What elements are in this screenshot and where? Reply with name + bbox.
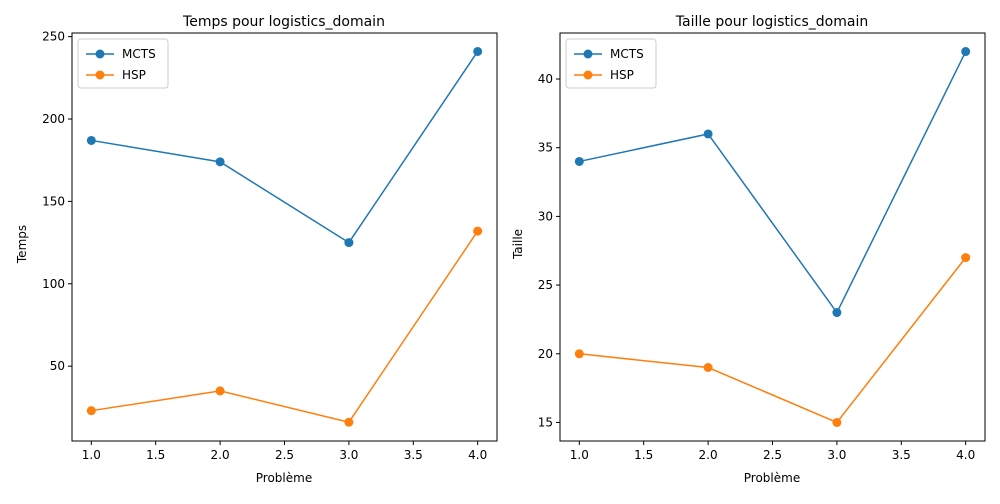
y-tick-label: 200 bbox=[42, 112, 65, 126]
data-point-hsp bbox=[86, 406, 96, 416]
legend: MCTS HSP bbox=[77, 38, 169, 89]
legend-label: MCTS bbox=[122, 47, 156, 61]
x-tick-label: 1.5 bbox=[634, 448, 653, 462]
plot-frame bbox=[559, 32, 986, 442]
series-line-hsp bbox=[91, 230, 479, 424]
chart-temps: Temps pour logistics_domain Problème Tem… bbox=[15, 14, 498, 485]
data-point-hsp bbox=[473, 226, 483, 236]
data-point-mcts bbox=[215, 157, 225, 167]
x-tick-label: 3.5 bbox=[404, 448, 423, 462]
data-point-mcts bbox=[574, 156, 584, 166]
data-point-mcts bbox=[703, 129, 713, 139]
legend-marker bbox=[583, 70, 593, 80]
plot-frame bbox=[71, 32, 498, 442]
y-axis-label: Temps bbox=[15, 225, 29, 264]
legend: MCTS HSP bbox=[565, 38, 657, 89]
data-point-mcts bbox=[832, 308, 842, 318]
data-point-mcts bbox=[961, 47, 971, 57]
data-point-hsp bbox=[961, 253, 971, 263]
chart-title: Temps pour logistics_domain bbox=[182, 14, 385, 30]
chart-taille: Taille pour logistics_domain Problème Ta… bbox=[511, 14, 986, 485]
y-axis-label: Taille bbox=[511, 229, 525, 260]
y-tick-label: 50 bbox=[50, 359, 65, 373]
data-point-hsp bbox=[215, 386, 225, 396]
x-tick-label: 1.0 bbox=[82, 448, 101, 462]
x-tick-label: 1.5 bbox=[146, 448, 165, 462]
x-axis-label: Problème bbox=[744, 471, 800, 485]
data-point-hsp bbox=[344, 417, 354, 427]
data-point-hsp bbox=[832, 417, 842, 427]
y-tick-label: 25 bbox=[538, 278, 553, 292]
legend-marker bbox=[95, 49, 105, 59]
data-point-mcts bbox=[86, 135, 96, 145]
y-tick-label: 30 bbox=[538, 209, 553, 223]
x-tick-label: 3.0 bbox=[827, 448, 846, 462]
data-point-hsp bbox=[574, 349, 584, 359]
legend-label: HSP bbox=[610, 68, 634, 82]
y-tick-label: 35 bbox=[538, 141, 553, 155]
y-tick-label: 150 bbox=[42, 194, 65, 208]
x-tick-label: 2.5 bbox=[763, 448, 782, 462]
x-tick-label: 2.0 bbox=[699, 448, 718, 462]
x-tick-label: 4.0 bbox=[956, 448, 975, 462]
data-point-mcts bbox=[473, 46, 483, 56]
y-tick-label: 15 bbox=[538, 415, 553, 429]
legend-label: HSP bbox=[122, 68, 146, 82]
legend-label: MCTS bbox=[610, 47, 644, 61]
y-tick-label: 250 bbox=[42, 30, 65, 44]
legend-marker bbox=[95, 70, 105, 80]
x-tick-label: 2.0 bbox=[211, 448, 230, 462]
x-axis-label: Problème bbox=[256, 471, 312, 485]
y-tick-label: 40 bbox=[538, 72, 553, 86]
y-tick-label: 100 bbox=[42, 277, 65, 291]
x-tick-label: 1.0 bbox=[570, 448, 589, 462]
series-line-mcts bbox=[91, 51, 479, 244]
x-tick-label: 3.5 bbox=[892, 448, 911, 462]
x-tick-label: 3.0 bbox=[339, 448, 358, 462]
chart-title: Taille pour logistics_domain bbox=[675, 14, 868, 30]
data-point-mcts bbox=[344, 238, 354, 248]
y-tick-label: 20 bbox=[538, 347, 553, 361]
x-tick-label: 2.5 bbox=[275, 448, 294, 462]
legend-marker bbox=[583, 49, 593, 59]
x-tick-label: 4.0 bbox=[468, 448, 487, 462]
data-point-hsp bbox=[703, 363, 713, 373]
series-line-mcts bbox=[579, 51, 967, 315]
series-line-hsp bbox=[579, 257, 967, 424]
